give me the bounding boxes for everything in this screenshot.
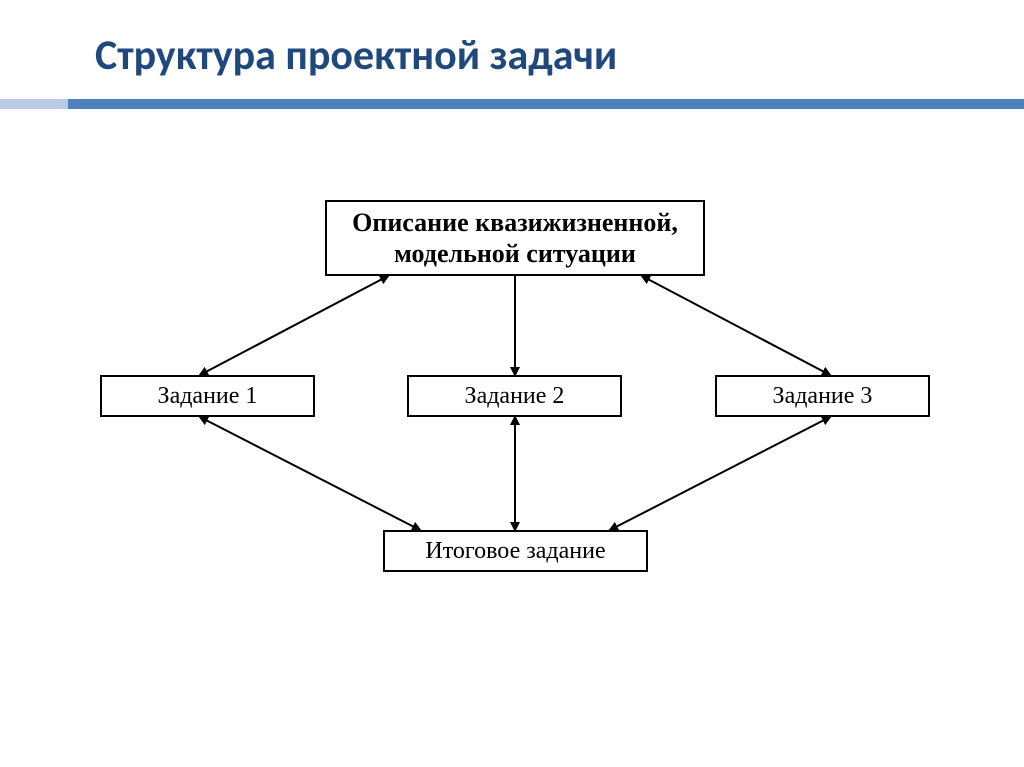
accent-left <box>0 99 68 109</box>
accent-right <box>68 99 1024 109</box>
node-top: Описание квазижизненной, модельной ситуа… <box>325 200 705 276</box>
node-task1: Задание 1 <box>100 375 315 417</box>
title-area: Структура проектной задачи <box>0 0 1024 81</box>
flowchart-diagram: Описание квазижизненной, модельной ситуа… <box>100 200 930 586</box>
accent-bar <box>0 99 1024 109</box>
page-title: Структура проектной задачи <box>95 30 1024 81</box>
node-bottom: Итоговое задание <box>383 530 648 572</box>
node-task3: Задание 3 <box>715 375 930 417</box>
node-task2: Задание 2 <box>407 375 622 417</box>
